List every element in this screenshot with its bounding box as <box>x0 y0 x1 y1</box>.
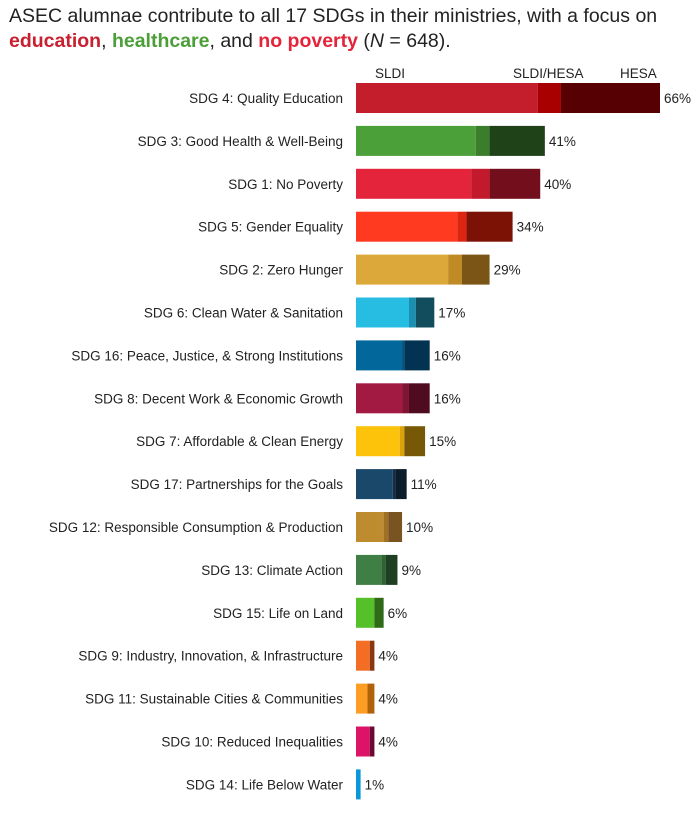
value-label: 4% <box>378 735 398 750</box>
category-label: SDG 12: Responsible Consumption & Produc… <box>49 520 343 535</box>
value-label: 40% <box>544 177 571 192</box>
title-highlight-no-poverty: no poverty <box>258 30 358 52</box>
category-label: SDG 13: Climate Action <box>201 563 343 578</box>
value-label: 4% <box>378 692 398 707</box>
value-label: 29% <box>494 263 521 278</box>
value-label: 34% <box>517 220 544 235</box>
category-label: SDG 1: No Poverty <box>228 177 343 192</box>
category-label: SDG 8: Decent Work & Economic Growth <box>94 391 343 406</box>
legend-label-sldi: SLDI <box>375 66 405 81</box>
value-label: 4% <box>378 649 398 664</box>
bar-segment-hesa <box>489 168 541 199</box>
title-text: , and <box>209 30 259 52</box>
value-label: 1% <box>365 777 385 792</box>
bar-segment-sldi <box>356 211 458 242</box>
title-text: ASEC alumnae contribute to all 17 SDGs i… <box>9 5 658 27</box>
category-label: SDG 10: Reduced Inequalities <box>161 735 343 750</box>
bar-segment-hesa <box>461 254 490 285</box>
chart-title: ASEC alumnae contribute to all 17 SDGs i… <box>9 4 699 54</box>
bar-segment-sldi <box>356 426 400 457</box>
legend-label-hesa: HESA <box>620 66 657 81</box>
bar-segment-sldi-hesa <box>381 554 386 585</box>
bar-segment-hesa <box>388 512 403 542</box>
bar-segment-sldi <box>356 254 449 285</box>
bar-segment-sldi <box>356 640 370 671</box>
bar-segment-hesa <box>415 297 435 328</box>
bar-segment-hesa <box>404 340 430 371</box>
category-label: SDG 4: Quality Education <box>189 91 343 106</box>
bar-segment-sldi <box>356 469 393 500</box>
bar-segment-sldi-hesa <box>457 211 467 242</box>
bar-segment-sldi-hesa <box>408 297 416 328</box>
bar-segment-hesa <box>374 597 384 628</box>
category-label: SDG 9: Industry, Innovation, & Infrastru… <box>78 649 343 664</box>
bar-segment-sldi-hesa <box>392 469 396 500</box>
value-label: 11% <box>411 477 437 492</box>
bar-segment-sldi <box>356 726 370 757</box>
value-label: 41% <box>549 134 576 149</box>
bar-segment-sldi <box>356 125 476 156</box>
bar-segment-sldi-hesa <box>383 512 389 542</box>
title-text: = 648). <box>384 30 451 52</box>
bar-segment-sldi-hesa <box>448 254 462 285</box>
category-label: SDG 7: Affordable & Clean Energy <box>136 434 343 449</box>
category-label: SDG 17: Partnerships for the Goals <box>131 477 344 492</box>
bar-segment-sldi-hesa <box>402 383 409 414</box>
bar-segment-hesa <box>367 683 375 714</box>
value-label: 6% <box>388 606 408 621</box>
title-n-symbol: N <box>369 30 384 52</box>
category-label: SDG 5: Gender Equality <box>198 220 343 235</box>
title-text: ( <box>357 30 370 52</box>
bar-segment-hesa <box>385 554 398 585</box>
value-label: 66% <box>664 91 691 106</box>
value-label: 16% <box>434 391 461 406</box>
value-label: 17% <box>438 306 465 321</box>
bar-segment-hesa <box>369 726 375 757</box>
category-label: SDG 3: Good Health & Well-Being <box>138 134 343 149</box>
title-highlight-education: education <box>9 30 102 52</box>
category-label: SDG 11: Sustainable Cities & Communities <box>85 692 343 707</box>
bar-segment-sldi <box>356 340 403 371</box>
bar-segment-hesa <box>395 469 407 500</box>
value-label: 15% <box>429 434 456 449</box>
bar-segment-sldi-hesa <box>402 340 405 371</box>
bar-segment-sldi-hesa <box>475 125 490 156</box>
title-text: , <box>101 30 112 52</box>
category-label: SDG 14: Life Below Water <box>186 777 344 792</box>
title-highlight-healthcare: healthcare <box>111 30 210 52</box>
category-label: SDG 2: Zero Hunger <box>219 263 343 278</box>
bar-segment-sldi <box>356 383 403 414</box>
bar-segment-sldi <box>356 512 384 542</box>
legend-label-sldi-hesa: SLDI/HESA <box>513 66 584 81</box>
bar-segment-sldi <box>356 83 538 113</box>
bar-segment-sldi-hesa <box>537 83 561 113</box>
bar-segment-hesa <box>408 383 430 414</box>
category-label: SDG 16: Peace, Justice, & Strong Institu… <box>71 348 343 363</box>
bar-segment-sldi <box>356 554 382 585</box>
bar-segment-sldi <box>356 168 472 199</box>
bar-segment-sldi-hesa <box>399 426 405 457</box>
bar-segment-sldi-hesa <box>471 168 490 199</box>
bar-segment-hesa <box>466 211 513 242</box>
bar-segment-hesa <box>369 640 375 671</box>
value-label: 10% <box>406 520 433 535</box>
bar-segment-sldi <box>356 683 368 714</box>
value-label: 16% <box>434 348 461 363</box>
bar-segment-hesa <box>560 83 660 113</box>
bar-segment-hesa <box>404 426 426 457</box>
category-label: SDG 6: Clean Water & Sanitation <box>144 306 343 321</box>
bar-segment-sldi <box>356 297 409 328</box>
bar-segment-sldi <box>356 597 375 628</box>
bar-segment-sldi <box>356 769 361 800</box>
bar-segment-hesa <box>489 125 545 156</box>
category-label: SDG 15: Life on Land <box>213 606 343 621</box>
value-label: 9% <box>401 563 421 578</box>
